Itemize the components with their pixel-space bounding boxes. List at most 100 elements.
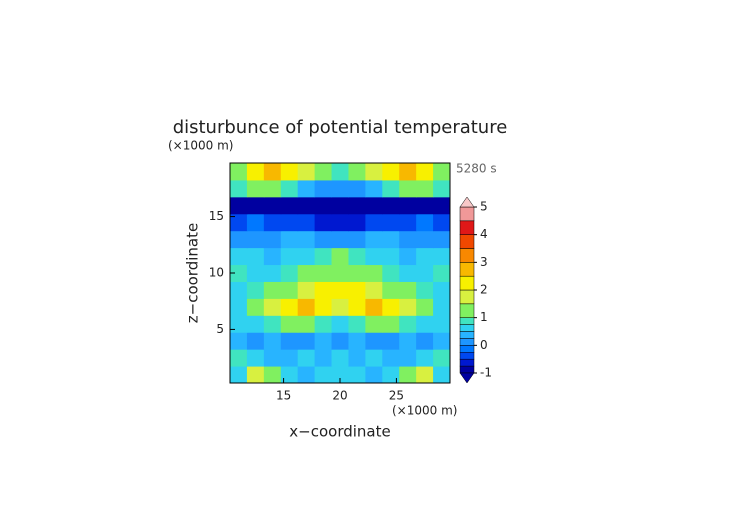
colorbar-box: [459, 303, 475, 318]
cell: [399, 196, 417, 215]
cell: [365, 332, 383, 350]
cell: [246, 163, 265, 181]
cell: [280, 298, 299, 316]
cell: [365, 213, 383, 232]
cell: [297, 230, 316, 249]
cell: [382, 315, 400, 333]
cell: [416, 298, 434, 316]
cell: [416, 163, 434, 181]
cell: [230, 213, 248, 232]
cell: [280, 264, 299, 282]
colorbar-box: [459, 345, 475, 353]
cell: [280, 213, 299, 232]
colorbar-box: [459, 352, 475, 360]
cell: [399, 163, 417, 181]
cell: [433, 298, 451, 316]
cell: [246, 196, 265, 215]
colorbar-box: [459, 220, 475, 235]
cell: [399, 230, 417, 249]
cell: [314, 349, 333, 367]
cell: [280, 366, 299, 384]
cell: [348, 213, 366, 232]
cell: [416, 213, 434, 232]
cell: [348, 298, 366, 316]
cell: [399, 332, 417, 350]
colorbar-tick-label: 1: [480, 310, 488, 324]
cell: [365, 349, 383, 367]
cell: [416, 315, 434, 333]
cell: [433, 315, 451, 333]
cell: [263, 332, 282, 350]
colorbar-tick-label: 4: [480, 227, 488, 241]
cell: [416, 332, 434, 350]
cell: [230, 332, 248, 350]
colorbar-box: [459, 358, 475, 367]
cell: [297, 247, 316, 266]
cell: [365, 179, 383, 198]
cell: [246, 230, 265, 249]
cell: [246, 332, 265, 350]
cell: [331, 163, 349, 181]
cell: [297, 163, 316, 181]
cell: [263, 179, 282, 198]
cell: [246, 315, 265, 333]
cell: [331, 196, 349, 215]
cell: [230, 264, 248, 282]
cell: [280, 230, 299, 249]
cell: [399, 366, 417, 384]
cell: [331, 349, 349, 367]
cell: [314, 179, 333, 198]
colorbar-tick-label: 5: [480, 200, 488, 214]
cell: [433, 332, 451, 350]
cell: [263, 213, 282, 232]
time-label: 5280 s: [456, 162, 497, 176]
cell: [382, 213, 400, 232]
cell: [297, 264, 316, 282]
colorbar-box: [459, 317, 475, 325]
cell: [314, 163, 333, 181]
cell: [433, 196, 451, 215]
cell: [365, 366, 383, 384]
cell: [382, 281, 400, 299]
cell: [399, 298, 417, 316]
cell: [280, 349, 299, 367]
colorbar-box: [459, 262, 475, 277]
cell: [382, 196, 400, 215]
cell: [399, 264, 417, 282]
cell: [399, 349, 417, 367]
cell: [246, 264, 265, 282]
x-tick-label: 25: [389, 389, 404, 403]
cell: [365, 163, 383, 181]
cell: [297, 366, 316, 384]
colorbar-tick-label: 2: [480, 283, 488, 297]
cell: [382, 298, 400, 316]
cell: [314, 281, 333, 299]
cell: [348, 247, 366, 266]
cell: [314, 332, 333, 350]
cell: [382, 163, 400, 181]
cell: [331, 264, 349, 282]
cell: [263, 163, 282, 181]
colorbar-tick-label: 0: [480, 338, 488, 352]
cell: [331, 247, 349, 266]
cell: [280, 163, 299, 181]
cell: [348, 315, 366, 333]
cell: [433, 163, 451, 181]
cell: [382, 230, 400, 249]
cell: [246, 366, 265, 384]
cell: [297, 298, 316, 316]
cell: [433, 349, 451, 367]
cell: [416, 349, 434, 367]
cell: [263, 298, 282, 316]
cell: [382, 332, 400, 350]
cell: [230, 281, 248, 299]
cell: [365, 264, 383, 282]
cell: [263, 349, 282, 367]
cell: [433, 213, 451, 232]
cell: [433, 281, 451, 299]
cell: [297, 315, 316, 333]
cell: [314, 247, 333, 266]
cell: [297, 332, 316, 350]
cell: [348, 196, 366, 215]
